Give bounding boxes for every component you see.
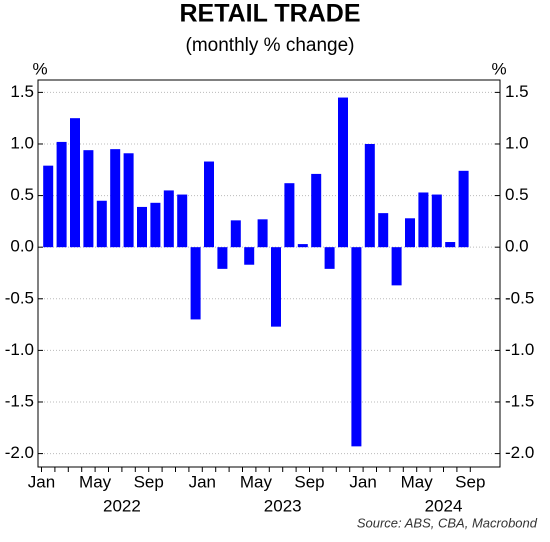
bar: [110, 149, 121, 248]
x-tick-label: Sep: [134, 472, 164, 491]
bar: [123, 153, 134, 248]
bar: [458, 170, 469, 248]
x-tick-label: Sep: [455, 472, 485, 491]
bar: [163, 190, 174, 248]
y2-tick-label: -0.5: [505, 288, 534, 307]
y-tick-label: -2.0: [5, 443, 34, 462]
x-tick-label: Sep: [294, 472, 324, 491]
y2-tick-label: 0.5: [505, 185, 529, 204]
y-tick-label: 0.5: [10, 185, 34, 204]
year-label: 2022: [103, 496, 141, 515]
x-tick-label: Jan: [349, 472, 376, 491]
bar: [56, 141, 67, 248]
bar: [83, 150, 94, 248]
bar: [150, 202, 161, 248]
y2-tick-label: 1.0: [505, 133, 529, 152]
bar: [230, 220, 241, 248]
bar: [244, 247, 255, 265]
chart-subtitle: (monthly % change): [186, 35, 355, 56]
year-label: 2023: [264, 496, 302, 515]
x-tick-label: Jan: [189, 472, 216, 491]
y2-tick-label: -1.0: [505, 340, 534, 359]
bar: [43, 165, 54, 248]
bar: [378, 213, 389, 248]
bar: [96, 200, 107, 248]
bar: [431, 194, 442, 248]
bar: [391, 247, 402, 286]
y-tick-label: -1.0: [5, 340, 34, 359]
y-tick-label: 0.0: [10, 237, 34, 256]
y2-tick-label: -1.5: [505, 391, 534, 410]
y-tick-label: 1.5: [10, 82, 34, 101]
bar: [257, 219, 268, 248]
x-tick-label: May: [401, 472, 434, 491]
bar: [137, 206, 147, 248]
bar: [190, 247, 201, 320]
bar: [297, 244, 308, 248]
y-tick-label: -1.5: [5, 391, 34, 410]
x-tick-label: Jan: [28, 472, 55, 491]
y2-tick-label: 0.0: [505, 237, 529, 256]
y-unit: %: [32, 59, 47, 78]
bar: [405, 218, 415, 248]
bar: [351, 247, 362, 447]
x-tick-label: May: [79, 472, 112, 491]
y-tick-label: 1.0: [10, 133, 34, 152]
bar: [445, 242, 456, 248]
y2-tick-label: 1.5: [505, 82, 529, 101]
bar: [284, 183, 295, 248]
bar: [177, 194, 188, 248]
bar: [364, 143, 375, 248]
bar: [338, 97, 348, 248]
y2-tick-label: -2.0: [505, 443, 534, 462]
x-tick-label: May: [240, 472, 273, 491]
bar: [311, 173, 322, 248]
source: Source: ABS, CBA, Macrobond: [357, 515, 538, 530]
bar: [271, 247, 281, 327]
bar: [70, 118, 80, 248]
bar: [217, 247, 228, 269]
y2-unit: %: [491, 59, 506, 78]
bar: [324, 247, 335, 269]
chart-title: RETAIL TRADE: [179, 0, 360, 28]
bar: [418, 192, 429, 248]
year-label: 2024: [425, 496, 463, 515]
y-tick-label: -0.5: [5, 288, 34, 307]
bar: [204, 161, 214, 248]
plot-frame: [37, 79, 501, 468]
